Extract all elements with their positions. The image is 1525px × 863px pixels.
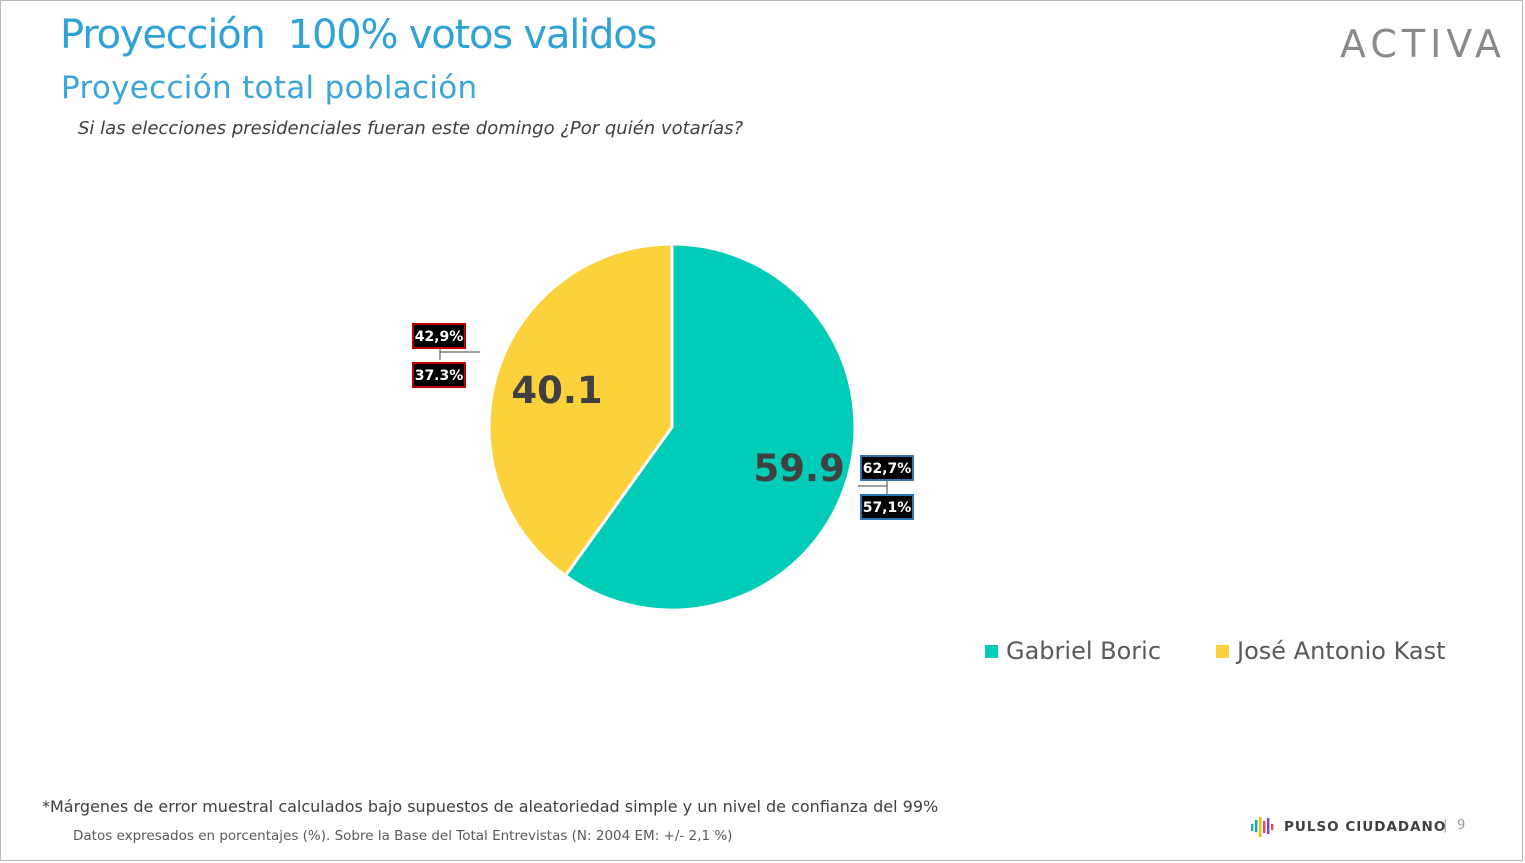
data-label-kast: 40.1 (511, 369, 602, 412)
activa-logo: ACTIVA (1340, 22, 1506, 66)
range-high-boric: 62,7% (860, 455, 914, 481)
pulso-ciudadano-logo-icon (1251, 817, 1274, 837)
range-low-kast-box (412, 362, 466, 388)
page-subtitle: Proyección total población (61, 70, 478, 106)
page-title: Proyección 100% votos validos (60, 12, 657, 58)
range-low-boric-box (860, 494, 914, 520)
data-label-boric: 59.9 (754, 447, 845, 490)
legend-swatch-kast (1216, 644, 1230, 658)
range-connector-boric (858, 480, 888, 494)
range-high-kast-box (412, 323, 466, 349)
legend-label-boric: Gabriel Boric (1006, 637, 1162, 665)
survey-question: Si las elecciones presidenciales fueran … (78, 118, 744, 139)
range-high-boric-box (860, 455, 914, 481)
legend-swatch-boric (985, 644, 998, 658)
page-separator: | (1443, 818, 1448, 833)
range-low-kast: 37.3% (412, 362, 466, 388)
error-margin-footnote: *Márgenes de error muestral calculados b… (42, 797, 939, 816)
brand-name: PULSO CIUDADANO (1284, 819, 1447, 835)
range-high-kast-text: 42,9% (415, 329, 464, 345)
pulso-ciudadano-brand: PULSO CIUDADANO (1250, 814, 1446, 840)
page-number: 9 (1457, 818, 1466, 833)
range-high-kast: 42,9% (412, 323, 466, 349)
range-low-boric: 57,1% (860, 494, 914, 520)
pie-slice-boric (563, 242, 857, 612)
chart-legend: Gabriel Boric José Antonio Kast (985, 637, 1446, 665)
range-high-boric-text: 62,7% (863, 461, 912, 477)
data-source-note: Datos expresados en porcentajes (%). Sob… (73, 828, 733, 844)
legend-item-boric: Gabriel Boric (985, 637, 1161, 665)
legend-label-kast: José Antonio Kast (1237, 637, 1446, 665)
range-low-kast-text: 37.3% (415, 368, 464, 384)
legend-item-kast: José Antonio Kast (1216, 637, 1446, 665)
range-low-boric-text: 57,1% (863, 500, 912, 516)
pie-slice-kast (487, 242, 674, 578)
